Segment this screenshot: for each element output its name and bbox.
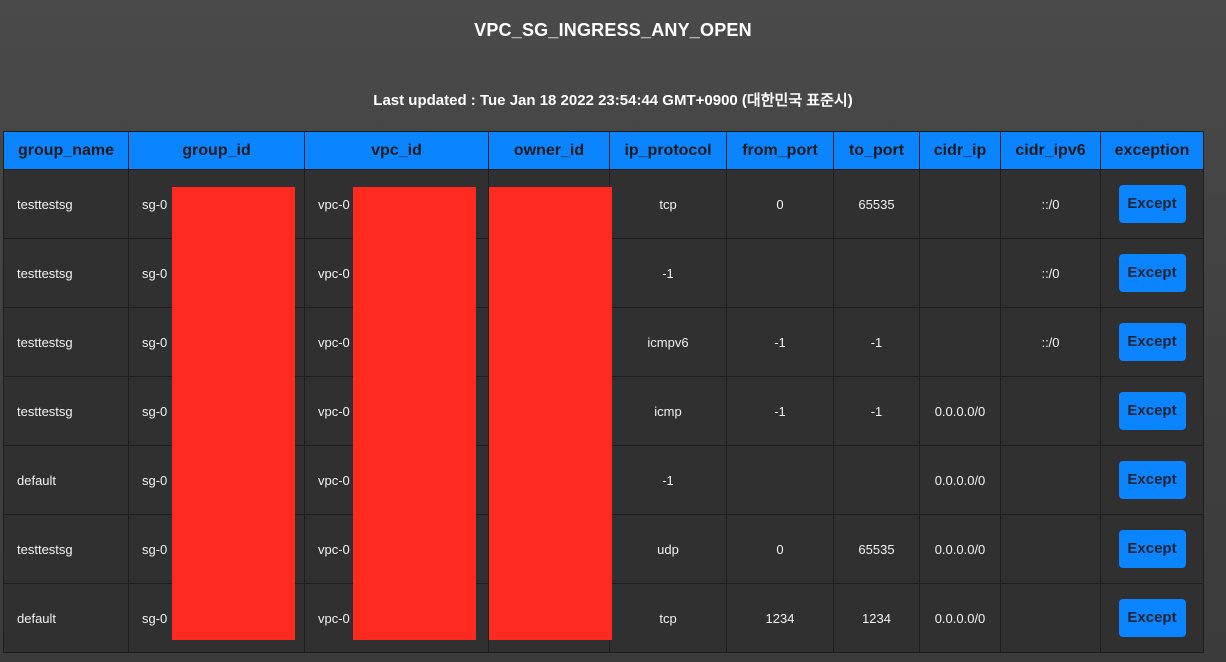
cell-from-port: -1 xyxy=(726,307,834,377)
cell-group-name: default xyxy=(3,583,129,653)
cell-cidr-ip xyxy=(919,169,1001,239)
cell-to-port: 65535 xyxy=(833,169,920,239)
cell-from-port xyxy=(726,445,834,515)
cell-from-port: -1 xyxy=(726,376,834,446)
cell-cidr-ip: 0.0.0.0/0 xyxy=(919,514,1001,584)
cell-exception: Except xyxy=(1100,445,1204,515)
cell-to-port: 1234 xyxy=(833,583,920,653)
cell-group-name: testtestsg xyxy=(3,307,129,377)
cell-cidr-ipv6 xyxy=(1000,445,1101,515)
except-button[interactable]: Except xyxy=(1118,185,1186,223)
redaction-owner-id xyxy=(489,187,612,640)
cell-group-name: testtestsg xyxy=(3,376,129,446)
cell-to-port: 65535 xyxy=(833,514,920,584)
cell-from-port: 0 xyxy=(726,514,834,584)
cell-from-port: 1234 xyxy=(726,583,834,653)
cell-cidr-ipv6: ::/0 xyxy=(1000,169,1101,239)
cell-ip-protocol: tcp xyxy=(609,583,727,653)
cell-ip-protocol: udp xyxy=(609,514,727,584)
header-group-name: group_name xyxy=(3,131,129,170)
cell-cidr-ip: 0.0.0.0/0 xyxy=(919,445,1001,515)
cell-from-port: 0 xyxy=(726,169,834,239)
cell-to-port: -1 xyxy=(833,307,920,377)
header-exception: exception xyxy=(1100,131,1204,170)
cell-ip-protocol: -1 xyxy=(609,445,727,515)
except-button[interactable]: Except xyxy=(1118,599,1186,637)
cell-exception: Except xyxy=(1100,376,1204,446)
cell-exception: Except xyxy=(1100,169,1204,239)
page-title: VPC_SG_INGRESS_ANY_OPEN xyxy=(474,20,752,40)
cell-ip-protocol: tcp xyxy=(609,169,727,239)
header-owner-id: owner_id xyxy=(488,131,610,170)
cell-to-port: -1 xyxy=(833,376,920,446)
cell-cidr-ipv6: ::/0 xyxy=(1000,238,1101,308)
cell-to-port xyxy=(833,238,920,308)
last-updated-text: Last updated : Tue Jan 18 2022 23:54:44 … xyxy=(373,92,853,109)
cell-ip-protocol: icmpv6 xyxy=(609,307,727,377)
cell-exception: Except xyxy=(1100,307,1204,377)
cell-group-name: testtestsg xyxy=(3,514,129,584)
except-button[interactable]: Except xyxy=(1118,461,1186,499)
table-header-row: group_name group_id vpc_id owner_id ip_p… xyxy=(3,131,1204,170)
cell-cidr-ip xyxy=(919,307,1001,377)
header-vpc-id: vpc_id xyxy=(304,131,489,170)
cell-cidr-ip xyxy=(919,238,1001,308)
except-button[interactable]: Except xyxy=(1118,392,1186,430)
cell-cidr-ip: 0.0.0.0/0 xyxy=(919,583,1001,653)
redaction-group-id xyxy=(172,187,295,640)
header-cidr-ipv6: cidr_ipv6 xyxy=(1000,131,1101,170)
except-button[interactable]: Except xyxy=(1118,530,1186,568)
cell-cidr-ipv6 xyxy=(1000,514,1101,584)
header-from-port: from_port xyxy=(726,131,834,170)
cell-cidr-ipv6 xyxy=(1000,583,1101,653)
except-button[interactable]: Except xyxy=(1118,254,1186,292)
redaction-vpc-id xyxy=(353,187,476,640)
cell-group-name: default xyxy=(3,445,129,515)
cell-exception: Except xyxy=(1100,238,1204,308)
cell-exception: Except xyxy=(1100,583,1204,653)
cell-cidr-ipv6: ::/0 xyxy=(1000,307,1101,377)
cell-ip-protocol: -1 xyxy=(609,238,727,308)
cell-ip-protocol: icmp xyxy=(609,376,727,446)
cell-exception: Except xyxy=(1100,514,1204,584)
cell-from-port xyxy=(726,238,834,308)
except-button[interactable]: Except xyxy=(1118,323,1186,361)
cell-to-port xyxy=(833,445,920,515)
header-ip-protocol: ip_protocol xyxy=(609,131,727,170)
header-group-id: group_id xyxy=(128,131,305,170)
cell-group-name: testtestsg xyxy=(3,169,129,239)
header-to-port: to_port xyxy=(833,131,920,170)
header-cidr-ip: cidr_ip xyxy=(919,131,1001,170)
cell-group-name: testtestsg xyxy=(3,238,129,308)
cell-cidr-ipv6 xyxy=(1000,376,1101,446)
cell-cidr-ip: 0.0.0.0/0 xyxy=(919,376,1001,446)
